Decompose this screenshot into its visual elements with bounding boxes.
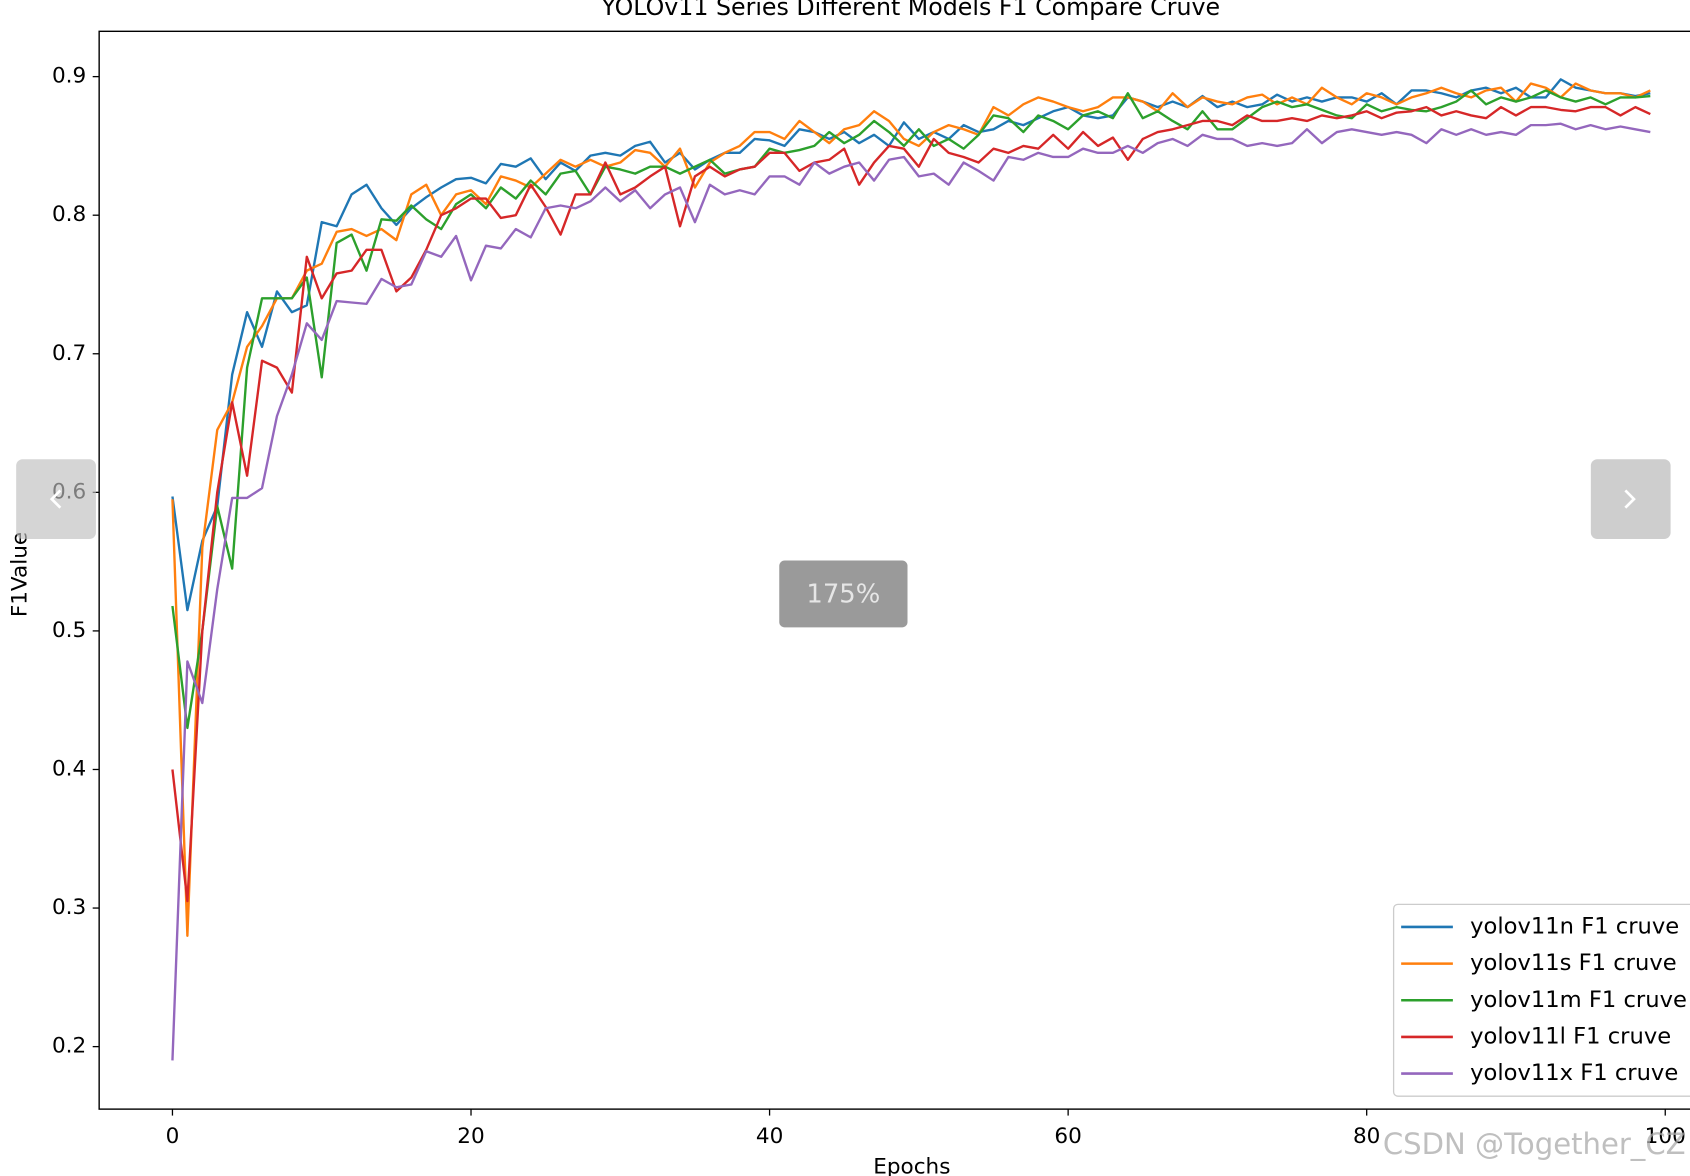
series-line	[171, 89, 1651, 730]
y-tick-label: 0.9	[52, 64, 86, 89]
next-button-bg	[1590, 459, 1671, 539]
series-line	[171, 82, 1651, 937]
x-tick-label: 60	[1054, 1124, 1081, 1149]
previous-button-bg	[16, 459, 96, 539]
chart-title: YOLOv11 Series Different Models F1 Compa…	[600, 0, 1220, 21]
legend-label: yolov11x F1 cruve	[1470, 1060, 1678, 1086]
plot-frame	[98, 30, 1690, 1110]
zoom-label: 175%	[806, 580, 880, 610]
legend-label: yolov11s F1 cruve	[1470, 950, 1677, 976]
legend-label: yolov11n F1 cruve	[1470, 913, 1679, 939]
series-line	[171, 105, 1651, 903]
zoom-badge	[779, 560, 908, 628]
legend-box	[1392, 903, 1690, 1097]
next-icon	[1624, 489, 1636, 509]
previous-icon	[49, 489, 62, 509]
y-tick-label: 0.7	[52, 341, 86, 366]
y-tick-label: 0.8	[52, 202, 86, 227]
x-tick-label: 0	[166, 1124, 180, 1149]
x-axis-label: Epochs	[873, 1154, 950, 1176]
y-tick-label: 0.3	[52, 895, 86, 920]
legend-label: yolov11m F1 cruve	[1470, 987, 1687, 1013]
y-tick-label: 0.2	[52, 1034, 86, 1059]
series-line	[171, 78, 1651, 612]
legend: yolov11n F1 cruve yolov11s F1 cruve yolov1…	[1392, 903, 1690, 1097]
y-axis-label: F1Value	[7, 532, 32, 617]
x-tick-label: 100	[1645, 1124, 1686, 1149]
y-tick-label: 0.4	[52, 756, 86, 781]
next-button[interactable]	[1590, 459, 1671, 539]
legend-label: yolov11l F1 cruve	[1470, 1023, 1671, 1049]
x-tick-label: 80	[1353, 1124, 1380, 1149]
series-line	[171, 122, 1651, 1061]
x-tick-label: 20	[457, 1124, 484, 1149]
previous-button[interactable]	[16, 459, 96, 539]
watermark: CSDN @Together_CZ	[1383, 1127, 1686, 1161]
x-tick-label: 40	[756, 1124, 783, 1149]
y-tick-label: 0.5	[52, 618, 86, 643]
